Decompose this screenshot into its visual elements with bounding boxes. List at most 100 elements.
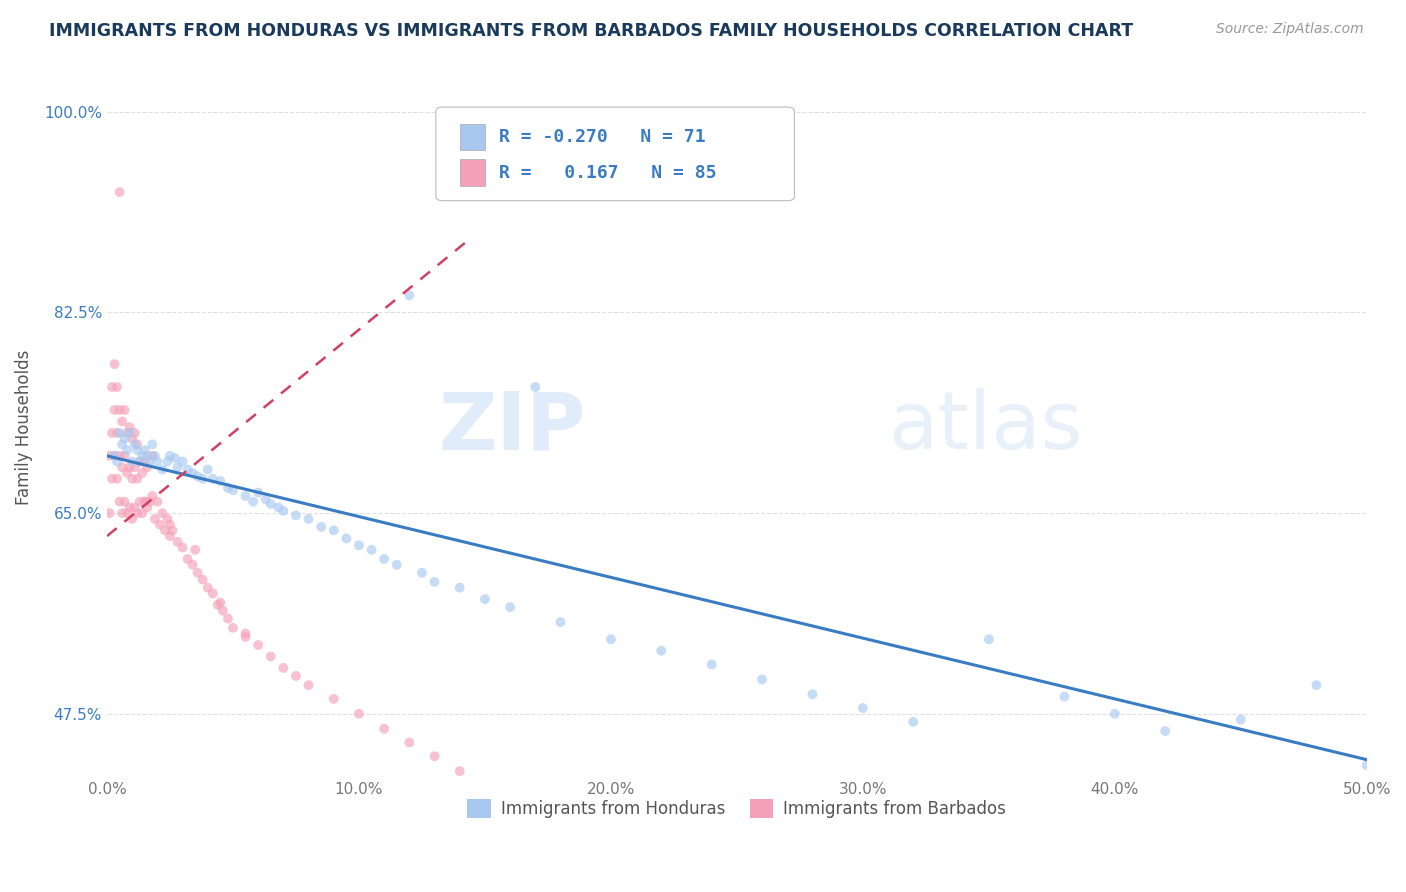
Point — [398, 735, 420, 749]
Point — [136, 449, 159, 463]
Point — [187, 469, 209, 483]
Point — [217, 612, 239, 626]
Point — [114, 432, 136, 446]
Point — [152, 462, 174, 476]
Point — [134, 494, 156, 508]
Point — [114, 494, 136, 508]
Point — [108, 425, 131, 440]
Point — [118, 425, 141, 440]
Point — [207, 598, 229, 612]
Point — [474, 592, 496, 607]
Point — [235, 630, 257, 644]
Point — [172, 454, 194, 468]
Point — [159, 529, 181, 543]
Legend: Immigrants from Honduras, Immigrants from Barbados: Immigrants from Honduras, Immigrants fro… — [461, 792, 1012, 824]
Point — [273, 504, 295, 518]
Point — [156, 454, 179, 468]
Point — [201, 472, 224, 486]
Point — [159, 517, 181, 532]
Point — [115, 425, 138, 440]
Point — [136, 460, 159, 475]
Point — [121, 512, 143, 526]
Point — [131, 466, 153, 480]
Point — [166, 534, 188, 549]
Point — [146, 454, 169, 468]
Point — [550, 615, 572, 629]
Point — [115, 506, 138, 520]
Point — [297, 512, 319, 526]
Point — [134, 494, 156, 508]
Point — [108, 403, 131, 417]
Point — [103, 449, 125, 463]
Point — [242, 494, 264, 508]
Point — [449, 764, 471, 778]
Point — [124, 425, 146, 440]
Point — [141, 489, 163, 503]
Text: atlas: atlas — [889, 388, 1083, 467]
Point — [134, 443, 156, 458]
Point — [111, 414, 134, 428]
Point — [176, 552, 198, 566]
Point — [1154, 724, 1177, 739]
Point — [1355, 758, 1378, 772]
Point — [143, 512, 166, 526]
Point — [181, 558, 204, 572]
Point — [751, 673, 773, 687]
Point — [124, 460, 146, 475]
Point — [273, 661, 295, 675]
Point — [335, 532, 357, 546]
Point — [115, 466, 138, 480]
Point — [347, 538, 370, 552]
Point — [127, 506, 149, 520]
Point — [162, 524, 184, 538]
Point — [131, 449, 153, 463]
Point — [347, 706, 370, 721]
Point — [121, 472, 143, 486]
Point — [449, 581, 471, 595]
Point — [128, 494, 150, 508]
Point — [103, 403, 125, 417]
Point — [176, 462, 198, 476]
Point — [247, 638, 270, 652]
Point — [105, 425, 128, 440]
Point — [322, 524, 344, 538]
Point — [254, 492, 277, 507]
Point — [267, 500, 290, 515]
Point — [98, 506, 121, 520]
Point — [373, 552, 395, 566]
Point — [197, 462, 219, 476]
Point — [101, 380, 124, 394]
Point — [115, 443, 138, 458]
Point — [105, 380, 128, 394]
Point — [134, 454, 156, 468]
Point — [127, 472, 149, 486]
Point — [411, 566, 433, 580]
Point — [103, 449, 125, 463]
Text: R = -0.270   N = 71: R = -0.270 N = 71 — [499, 128, 706, 146]
Point — [121, 454, 143, 468]
Point — [159, 449, 181, 463]
Point — [217, 481, 239, 495]
Point — [124, 500, 146, 515]
Point — [108, 185, 131, 199]
Point — [131, 506, 153, 520]
Point — [108, 494, 131, 508]
Point — [499, 600, 522, 615]
Point — [197, 581, 219, 595]
Point — [398, 288, 420, 302]
Point — [977, 632, 1000, 647]
Point — [423, 574, 446, 589]
Text: Source: ZipAtlas.com: Source: ZipAtlas.com — [1216, 22, 1364, 37]
Point — [600, 632, 623, 647]
Point — [181, 466, 204, 480]
Point — [201, 586, 224, 600]
Point — [114, 449, 136, 463]
Point — [222, 483, 245, 498]
Point — [111, 437, 134, 451]
Point — [128, 454, 150, 468]
Point — [1104, 706, 1126, 721]
Point — [385, 558, 408, 572]
Point — [322, 692, 344, 706]
Point — [184, 542, 207, 557]
Point — [127, 443, 149, 458]
